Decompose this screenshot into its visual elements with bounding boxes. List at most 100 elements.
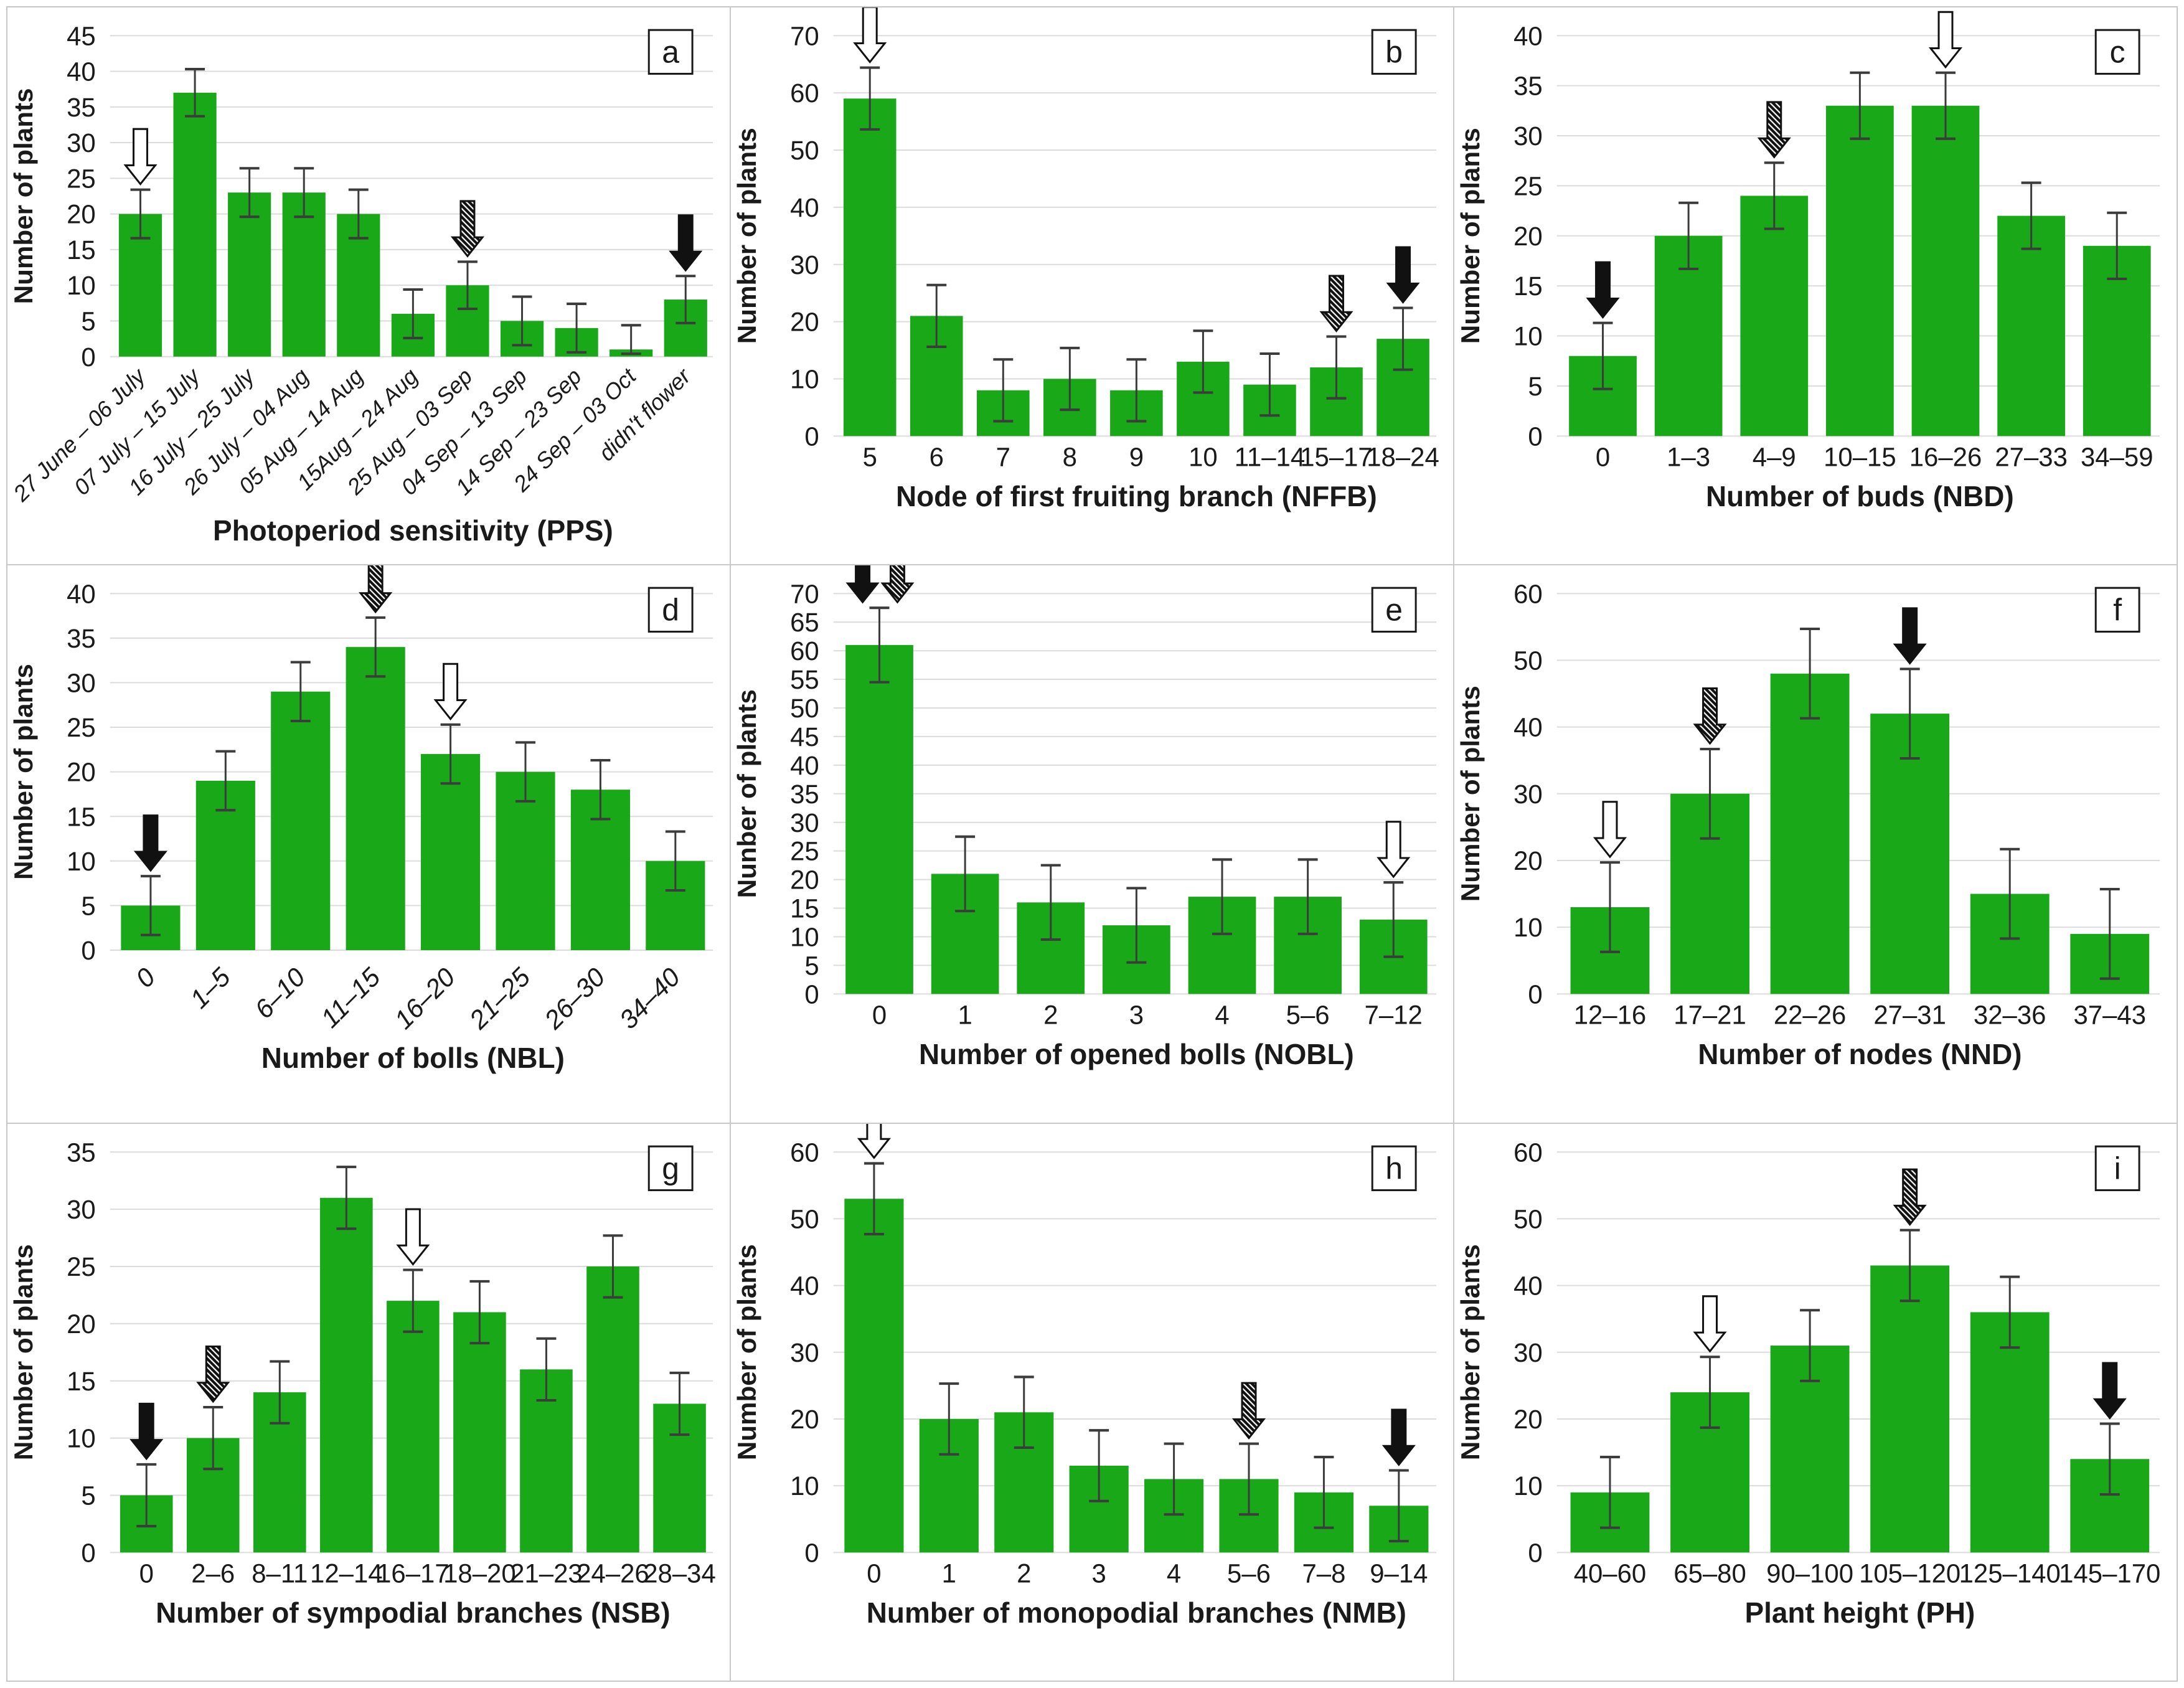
y-tick-label: 15 xyxy=(67,235,96,265)
hatched-arrow-icon xyxy=(880,565,915,604)
x-tick-labels: 12–16 17–21 22–26 27–31 32–36 37–43 xyxy=(1574,1001,2146,1030)
x-tick-label: 125–140 xyxy=(1959,1558,2061,1588)
y-tick-labels: 0 5 10 15 20 25 30 35 40 45 xyxy=(67,21,96,372)
y-axis-title: Nunber of plants xyxy=(732,690,761,898)
x-tick-label: 18–20 xyxy=(443,1558,516,1588)
x-tick-label: 1–3 xyxy=(1667,442,1710,471)
bar xyxy=(1997,215,2065,436)
hatched-arrow-icon xyxy=(1231,1382,1266,1440)
x-tick-label: 1 xyxy=(958,1001,972,1030)
gridlines xyxy=(1556,593,2160,995)
x-tick-label: 15–17 xyxy=(1300,442,1373,471)
open-arrow-icon xyxy=(1928,11,1963,69)
bar xyxy=(173,92,217,357)
x-tick-label: 7–12 xyxy=(1365,1001,1423,1030)
x-axis-title: Number of buds (NBD) xyxy=(1706,480,2014,512)
panel-letter: d xyxy=(662,593,679,628)
x-tick-label: 0 xyxy=(867,1558,881,1588)
x-tick-label: 5 xyxy=(863,442,877,471)
y-tick-label: 15 xyxy=(790,894,819,923)
y-tick-label: 10 xyxy=(67,271,96,300)
y-tick-label: 20 xyxy=(67,200,96,229)
y-tick-label: 50 xyxy=(790,136,819,165)
x-tick-label: 6–10 xyxy=(249,962,311,1024)
y-tick-label: 30 xyxy=(790,1337,819,1367)
x-tick-label: 4 xyxy=(1167,1558,1181,1588)
y-tick-label: 65 xyxy=(790,608,819,637)
x-tick-label: 27–33 xyxy=(1995,442,2068,471)
x-tick-label: 2 xyxy=(1043,1001,1058,1030)
bar xyxy=(1870,714,1950,994)
y-axis-title: Number of plants xyxy=(9,88,38,304)
x-tick-label: 34–40 xyxy=(614,962,686,1035)
filled-arrow-icon xyxy=(845,565,880,604)
y-tick-labels: 0 10 20 30 40 50 60 xyxy=(1513,1138,1543,1567)
y-tick-label: 25 xyxy=(67,713,96,742)
y-tick-label: 60 xyxy=(790,78,819,108)
y-tick-label: 10 xyxy=(790,1471,819,1501)
y-tick-label: 20 xyxy=(1513,846,1543,875)
x-tick-label: 32–36 xyxy=(1974,1001,2046,1030)
marker-arrows xyxy=(129,1208,430,1460)
panel-letter-box: g xyxy=(647,1145,694,1191)
panel-letter: e xyxy=(1385,593,1403,628)
filled-arrow-icon xyxy=(1893,607,1927,666)
x-axis-title: Node of first fruiting branch (NFFB) xyxy=(896,480,1377,512)
y-tick-label: 40 xyxy=(790,193,819,222)
y-axis-title: Number of plants xyxy=(1456,128,1485,344)
x-tick-label: 2–6 xyxy=(191,1558,235,1588)
bars xyxy=(121,647,705,951)
error-bars xyxy=(1600,1228,2120,1529)
filled-arrow-icon xyxy=(133,814,167,872)
panel-letter-box: c xyxy=(2094,29,2140,75)
figure-grid: 0 5 10 15 20 25 30 35 40 45 Number of plants 27 Jun… xyxy=(6,6,2178,1682)
panel-b: 0 10 20 30 40 50 60 70 Number of plants 5 6 7 8 9 10 11… xyxy=(730,7,1454,565)
y-tick-labels: 0 5 10 15 20 25 30 35 40 xyxy=(67,579,96,965)
open-arrow-icon xyxy=(857,1123,891,1159)
y-tick-label: 0 xyxy=(1528,1538,1542,1567)
chart-i: 0 10 20 30 40 50 60 Number of plants 40–60 65–80 9… xyxy=(1456,1138,2160,1629)
error-bars xyxy=(1600,628,2120,981)
open-arrow-icon xyxy=(1377,821,1411,879)
panel-g: 0 5 10 15 20 25 30 35 Number of plants 0 2–6 8–11 12… xyxy=(7,1123,730,1681)
x-tick-label: 3 xyxy=(1129,1001,1144,1030)
marker-arrows xyxy=(1693,1168,2127,1420)
y-tick-label: 25 xyxy=(1513,171,1543,200)
marker-arrows xyxy=(853,7,1420,332)
panel-letter: c xyxy=(2110,34,2125,69)
hatched-arrow-icon xyxy=(1693,687,1727,745)
x-tick-labels: 0 1 2 3 4 5–6 7–12 xyxy=(872,1001,1423,1030)
x-tick-label: 1 xyxy=(942,1558,956,1588)
x-axis-title: Number of sympodial branches (NSB) xyxy=(156,1596,671,1628)
x-tick-label: 3 xyxy=(1092,1558,1106,1588)
x-tick-label: 40–60 xyxy=(1574,1558,1647,1588)
y-tick-label: 70 xyxy=(790,579,819,608)
hatched-arrow-icon xyxy=(1757,101,1791,159)
y-tick-label: 30 xyxy=(1513,121,1543,151)
open-arrow-icon xyxy=(433,663,468,721)
y-tick-labels: 0 10 20 30 40 50 60 70 xyxy=(790,21,819,451)
error-bars xyxy=(864,1162,1409,1542)
y-tick-label: 35 xyxy=(790,780,819,809)
filled-arrow-icon xyxy=(1386,246,1420,304)
bar xyxy=(228,192,271,357)
hatched-arrow-icon xyxy=(359,565,393,614)
y-tick-label: 30 xyxy=(67,128,96,158)
y-tick-labels: 0 5 10 15 20 25 30 35 xyxy=(67,1138,96,1567)
y-tick-label: 30 xyxy=(790,808,819,837)
bars xyxy=(1570,674,2150,994)
y-tick-label: 45 xyxy=(67,21,96,50)
x-tick-label: 6 xyxy=(930,442,944,471)
bar xyxy=(346,647,405,951)
x-tick-label: 16–26 xyxy=(1909,442,1982,471)
open-arrow-icon xyxy=(1593,801,1627,859)
error-bars xyxy=(1593,71,2127,390)
bar xyxy=(1826,105,1894,436)
gridlines xyxy=(1556,1151,2160,1553)
x-tick-label: 4 xyxy=(1215,1001,1229,1030)
y-tick-label: 35 xyxy=(67,1138,96,1167)
filled-arrow-icon xyxy=(1381,1408,1416,1466)
filled-arrow-icon xyxy=(1586,261,1620,319)
bar xyxy=(282,192,326,357)
chart-h: 0 10 20 30 40 50 60 Number of plants 0 1 2 3 4 5–6 7–8… xyxy=(732,1123,1437,1629)
